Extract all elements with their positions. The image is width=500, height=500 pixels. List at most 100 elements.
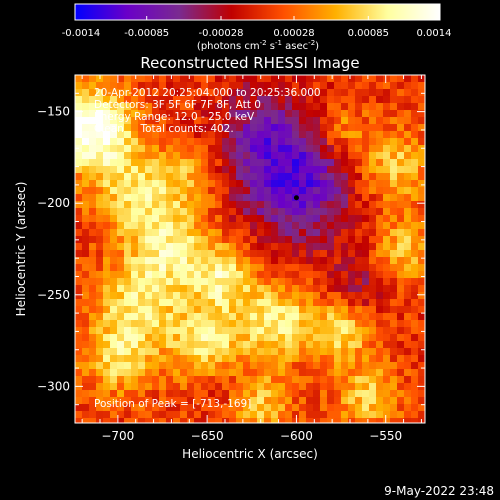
heatmap-cell [152,222,159,229]
heatmap-cell [390,75,397,82]
heatmap-cell [215,152,222,159]
heatmap-cell [173,208,180,215]
heatmap-cell [355,278,362,285]
heatmap-cell [292,173,299,180]
heatmap-cell [96,271,103,278]
heatmap-cell [327,131,334,138]
heatmap-cell [334,124,341,131]
heatmap-cell [194,411,201,418]
heatmap-cell [404,208,411,215]
heatmap-cell [222,201,229,208]
heatmap-cell [236,236,243,243]
heatmap-cell [404,271,411,278]
heatmap-cell [110,397,117,404]
heatmap-cell [152,418,159,423]
heatmap-cell [243,264,250,271]
heatmap-cell [110,285,117,292]
heatmap-cell [320,299,327,306]
heatmap-cell [250,362,257,369]
heatmap-cell [313,411,320,418]
heatmap-cell [369,320,376,327]
heatmap-cell [103,411,110,418]
heatmap-cell [404,362,411,369]
heatmap-cell [208,313,215,320]
heatmap-cell [362,418,369,423]
heatmap-cell [243,369,250,376]
heatmap-cell [334,75,341,82]
heatmap-cell [173,201,180,208]
heatmap-cell [82,390,89,397]
heatmap-cell [313,166,320,173]
heatmap-cell [313,215,320,222]
heatmap-cell [376,250,383,257]
heatmap-cell [166,411,173,418]
heatmap-cell [397,369,404,376]
heatmap-cell [187,327,194,334]
heatmap-cell [124,348,131,355]
heatmap-cell [341,404,348,411]
heatmap-cell [110,411,117,418]
heatmap-cell [348,313,355,320]
heatmap-cell [208,292,215,299]
heatmap-cell [355,173,362,180]
heatmap-cell [89,376,96,383]
heatmap-cell [187,383,194,390]
heatmap-cell [124,117,131,124]
heatmap-cell [187,166,194,173]
heatmap-cell [250,313,257,320]
heatmap-cell [313,103,320,110]
heatmap-cell [355,362,362,369]
heatmap-cell [145,369,152,376]
heatmap-cell [222,110,229,117]
heatmap-cell [292,89,299,96]
heatmap-cell [341,103,348,110]
heatmap-cell [320,201,327,208]
heatmap-cell [383,159,390,166]
heatmap-cell [278,145,285,152]
heatmap-cell [271,124,278,131]
heatmap-cell [82,243,89,250]
heatmap-image [75,75,425,423]
heatmap-cell [208,383,215,390]
heatmap-cell [376,159,383,166]
heatmap-cell [201,299,208,306]
heatmap-cell [264,376,271,383]
heatmap-cell [313,82,320,89]
heatmap-cell [131,292,138,299]
heatmap-cell [278,229,285,236]
heatmap-cell [82,194,89,201]
heatmap-cell [215,145,222,152]
heatmap-cell [250,243,257,250]
heatmap-cell [103,180,110,187]
heatmap-cell [152,96,159,103]
heatmap-cell [411,131,418,138]
heatmap-cell [390,131,397,138]
heatmap-cell [348,390,355,397]
heatmap-cell [355,145,362,152]
heatmap-cell [117,124,124,131]
heatmap-cell [383,306,390,313]
heatmap-cell [145,313,152,320]
heatmap-cell [208,306,215,313]
heatmap-cell [306,180,313,187]
heatmap-cell [306,124,313,131]
heatmap-cell [194,75,201,82]
heatmap-cell [152,390,159,397]
heatmap-cell [201,320,208,327]
heatmap-cell [243,250,250,257]
heatmap-cell [152,215,159,222]
heatmap-cell [110,390,117,397]
heatmap-cell [236,313,243,320]
heatmap-cell [362,236,369,243]
heatmap-cell [362,110,369,117]
heatmap-cell [166,236,173,243]
heatmap-cell [215,236,222,243]
heatmap-cell [397,250,404,257]
heatmap-cell [145,82,152,89]
heatmap-cell [124,411,131,418]
heatmap-cell [215,187,222,194]
heatmap-cell [306,313,313,320]
heatmap-cell [299,348,306,355]
heatmap-cell [411,306,418,313]
heatmap-cell [334,404,341,411]
